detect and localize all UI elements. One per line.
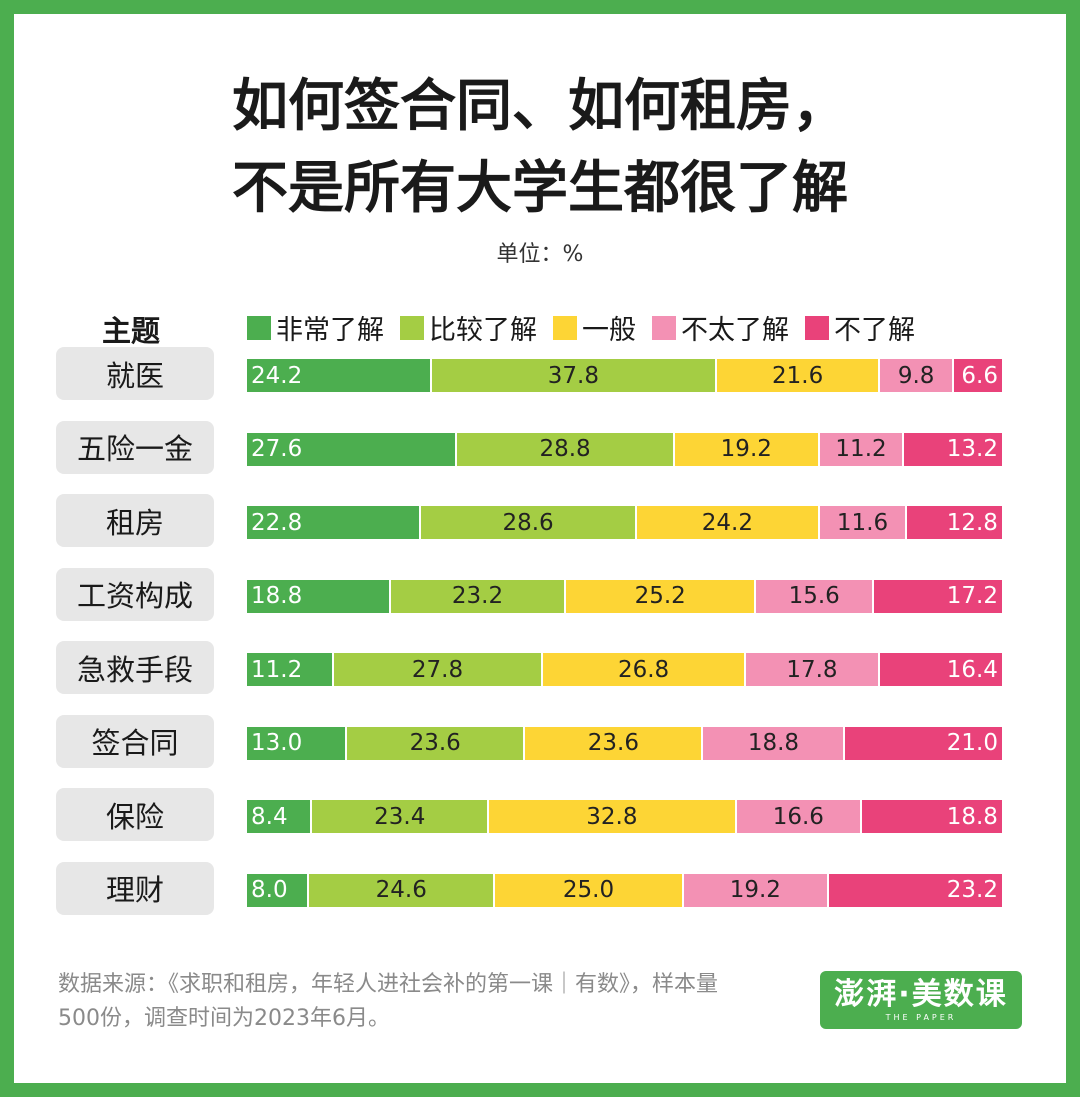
legend-label-2: 一般: [582, 315, 636, 346]
bar-segment-4-4: 16.4: [878, 653, 1002, 686]
bar-segment-6-2: 32.8: [487, 800, 735, 833]
bar-segment-3-4: 17.2: [872, 579, 1002, 613]
bar-segment-5-1: 23.6: [345, 726, 524, 760]
chart-title: 如何签合同、如何租房， 不是所有大学生都很了解: [14, 66, 1066, 230]
bar-segment-7-1: 24.6: [307, 873, 494, 907]
stacked-bar-6: 8.4 23.4 32.8 16.6 18.8: [247, 800, 1002, 833]
bar-segment-2-2: 24.2: [635, 506, 818, 539]
bar-segment-6-1: 23.4: [310, 800, 488, 833]
brand-logo-subtext: THE PAPER: [885, 1013, 957, 1022]
bar-segment-6-0: 8.4: [247, 800, 311, 833]
bar-segment-2-3: 11.6: [817, 506, 906, 539]
legend-item-0: 非常了解: [247, 308, 384, 347]
bar-segment-5-2: 23.6: [523, 726, 702, 760]
category-label-7: 理财: [56, 861, 214, 915]
legend-item-4: 不了解: [805, 308, 915, 347]
bar-segment-6-3: 16.6: [734, 800, 861, 833]
bar-segment-1-1: 28.8: [455, 432, 673, 466]
legend-label-3: 不太了解: [681, 315, 789, 346]
bar-segment-4-2: 26.8: [541, 653, 744, 686]
legend: 非常了解 比较了解 一般 不太了解 不了解: [247, 308, 915, 347]
bar-segment-0-2: 21.6: [715, 359, 879, 392]
legend-swatch-4: [805, 315, 829, 340]
legend-label-0: 非常了解: [276, 315, 384, 346]
legend-item-1: 比较了解: [400, 308, 537, 347]
category-label-6: 保险: [56, 788, 214, 841]
bar-segment-3-0: 18.8: [247, 579, 389, 613]
bar-segment-5-0: 13.0: [247, 726, 346, 760]
bar-segment-2-0: 22.8: [247, 506, 420, 539]
brand-logo: 澎湃·美数课 THE PAPER: [820, 971, 1022, 1029]
bar-segment-1-0: 27.6: [247, 432, 456, 466]
stacked-bar-3: 18.8 23.2 25.2 15.6 17.2: [247, 579, 1002, 613]
legend-item-2: 一般: [553, 308, 636, 347]
legend-swatch-2: [553, 315, 577, 340]
bar-segment-7-0: 8.0: [247, 873, 308, 907]
bar-segment-0-4: 6.6: [952, 359, 1002, 392]
bar-segment-2-1: 28.6: [419, 506, 636, 539]
bar-segment-3-2: 25.2: [564, 579, 755, 613]
chart-card: 如何签合同、如何租房， 不是所有大学生都很了解 单位：% 主题 非常了解 比较了解…: [14, 14, 1066, 1083]
stacked-bar-7: 8.0 24.6 25.0 19.2 23.2: [247, 873, 1002, 907]
bar-segment-4-1: 27.8: [331, 653, 542, 686]
data-source: 数据来源：《求职和租房，年轻人进社会补的第一课｜有数》，样本量500份，调查时间…: [58, 972, 719, 1031]
category-header: 主题: [102, 314, 161, 348]
unit-label: 单位：%: [496, 242, 584, 267]
category-label-5: 签合同: [56, 714, 214, 768]
stacked-bar-0: 24.2 37.8 21.6 9.8 6.6: [247, 359, 1002, 392]
category-label-1: 五险一金: [56, 420, 214, 474]
category-label-3: 工资构成: [56, 567, 214, 621]
bar-segment-7-2: 25.0: [493, 873, 682, 907]
stacked-bar-5: 13.0 23.6 23.6 18.8 21.0: [247, 726, 1002, 760]
legend-swatch-3: [652, 315, 676, 340]
chart-title-line-2: 不是所有大学生都很了解: [232, 156, 848, 221]
bar-segment-7-4: 23.2: [826, 873, 1002, 907]
legend-swatch-0: [247, 315, 271, 340]
category-label-2: 租房: [56, 494, 214, 547]
stacked-bar-1: 27.6 28.8 19.2 11.2 13.2: [247, 432, 1002, 466]
bar-segment-5-3: 18.8: [701, 726, 844, 760]
bar-segment-4-3: 17.8: [743, 653, 879, 686]
category-label-0: 就医: [56, 347, 214, 400]
bar-segment-0-3: 9.8: [878, 359, 953, 392]
bar-segment-7-3: 19.2: [681, 873, 827, 907]
bar-segment-0-0: 24.2: [247, 359, 430, 392]
bar-segment-1-4: 13.2: [902, 432, 1002, 466]
brand-logo-text: 澎湃·美数课: [834, 977, 1008, 1012]
bar-segment-0-1: 37.8: [429, 359, 716, 392]
bar-segment-5-4: 21.0: [843, 726, 1002, 760]
stacked-bar-4: 11.2 27.8 26.8 17.8 16.4: [247, 653, 1002, 686]
legend-label-4: 不了解: [834, 315, 915, 346]
bar-segment-3-1: 23.2: [388, 579, 565, 613]
bar-segment-1-3: 11.2: [817, 432, 903, 466]
bar-segment-6-4: 18.8: [860, 800, 1002, 833]
bar-segment-3-3: 15.6: [754, 579, 873, 613]
category-label-4: 急救手段: [56, 641, 214, 694]
bar-segment-2-4: 12.8: [905, 506, 1002, 539]
bar-segment-1-2: 19.2: [672, 432, 818, 466]
chart-title-line-1: 如何签合同、如何租房，: [232, 74, 848, 139]
legend-item-3: 不太了解: [652, 308, 789, 347]
legend-label-1: 比较了解: [429, 315, 537, 346]
stacked-bar-2: 22.8 28.6 24.2 11.6 12.8: [247, 506, 1002, 539]
bar-segment-4-0: 11.2: [247, 653, 332, 686]
legend-swatch-1: [400, 315, 424, 340]
